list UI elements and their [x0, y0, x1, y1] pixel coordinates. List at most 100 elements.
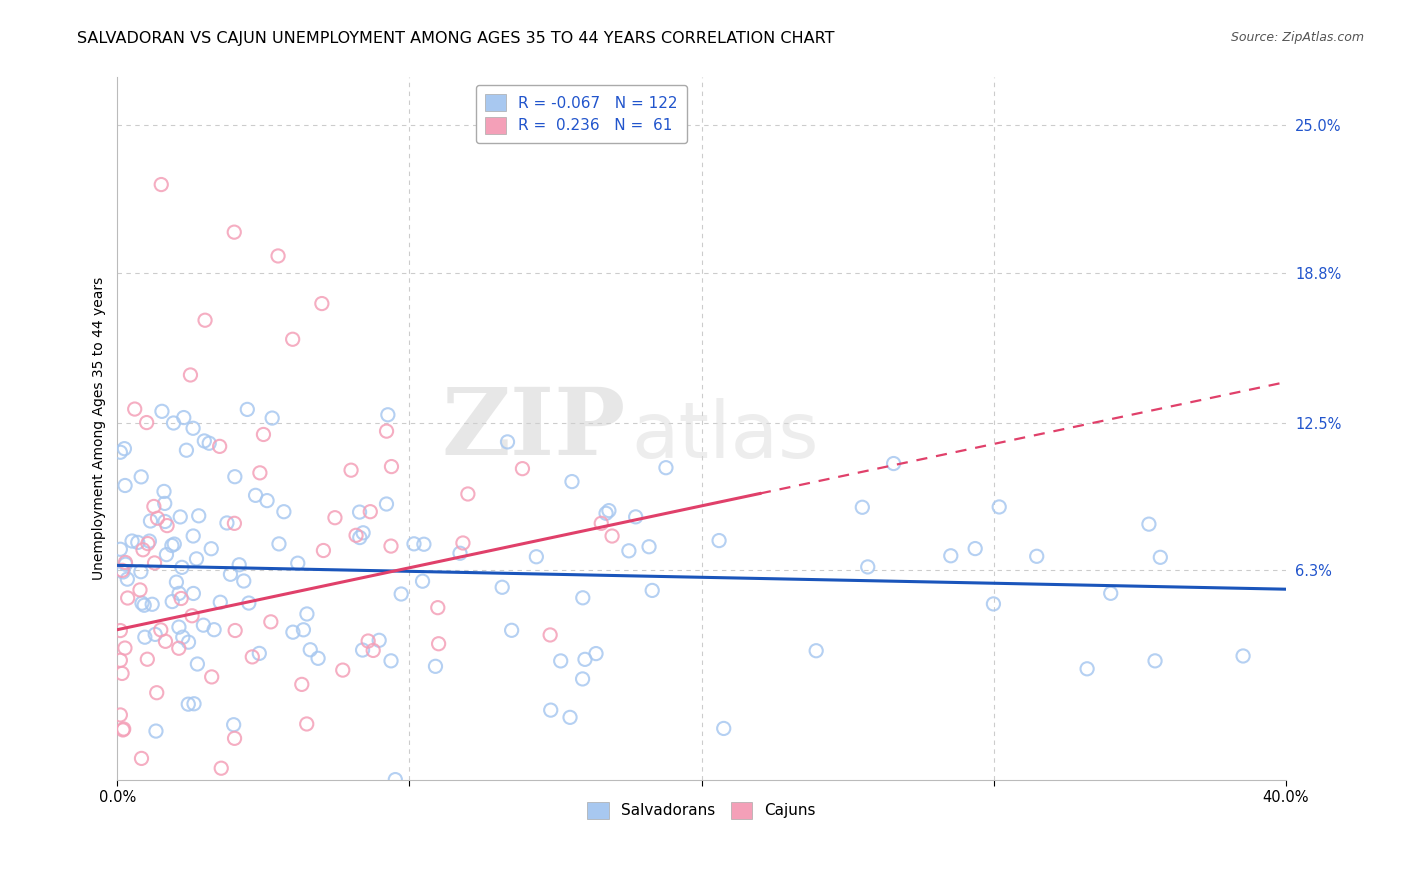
Point: [988, 500, 1011, 514]
Point: [187, 508, 209, 523]
Point: [198, 436, 221, 450]
Point: [208, 439, 231, 453]
Point: [219, 567, 242, 582]
Point: [598, 503, 620, 517]
Point: [132, 542, 155, 557]
Point: [402, 537, 425, 551]
Point: [193, 434, 215, 448]
Point: [224, 469, 246, 483]
Point: [245, 488, 267, 502]
Point: [359, 505, 381, 519]
Point: [202, 623, 225, 637]
Point: [361, 643, 384, 657]
Point: [540, 703, 562, 717]
Point: [134, 630, 156, 644]
Point: [550, 654, 572, 668]
Point: [224, 624, 246, 638]
Point: [114, 556, 136, 570]
Point: [292, 623, 315, 637]
Point: [146, 511, 169, 525]
Point: [224, 731, 246, 746]
Point: [595, 506, 617, 520]
Point: [181, 608, 204, 623]
Point: [883, 457, 905, 471]
Point: [170, 560, 193, 574]
Point: [127, 535, 149, 549]
Point: [167, 620, 190, 634]
Point: [349, 531, 371, 545]
Point: [110, 708, 132, 723]
Point: [804, 644, 827, 658]
Point: [110, 542, 132, 557]
Point: [983, 597, 1005, 611]
Point: [412, 574, 434, 589]
Point: [252, 427, 274, 442]
Point: [1099, 586, 1122, 600]
Point: [232, 574, 254, 588]
Point: [121, 534, 143, 549]
Point: [172, 630, 194, 644]
Point: [110, 624, 132, 638]
Point: [856, 560, 879, 574]
Point: [512, 461, 534, 475]
Text: atlas: atlas: [631, 398, 818, 474]
Point: [156, 518, 179, 533]
Point: [352, 643, 374, 657]
Point: [143, 627, 166, 641]
Point: [538, 628, 561, 642]
Point: [129, 470, 152, 484]
Point: [200, 541, 222, 556]
Point: [181, 421, 204, 435]
Point: [558, 710, 581, 724]
Point: [380, 654, 402, 668]
Point: [193, 618, 215, 632]
Point: [236, 402, 259, 417]
Point: [111, 565, 134, 579]
Point: [141, 597, 163, 611]
Point: [624, 509, 647, 524]
Point: [163, 537, 186, 551]
Point: [139, 514, 162, 528]
Point: [1137, 517, 1160, 532]
Point: [307, 651, 329, 665]
Point: [228, 558, 250, 572]
Point: [352, 525, 374, 540]
Point: [585, 647, 607, 661]
Point: [177, 635, 200, 649]
Text: Source: ZipAtlas.com: Source: ZipAtlas.com: [1230, 31, 1364, 45]
Point: [111, 666, 134, 681]
Point: [256, 493, 278, 508]
Point: [1144, 654, 1167, 668]
Point: [457, 487, 479, 501]
Point: [160, 539, 183, 553]
Point: [186, 657, 208, 671]
Point: [323, 510, 346, 524]
Point: [136, 536, 159, 550]
Point: [143, 556, 166, 570]
Point: [114, 641, 136, 656]
Point: [110, 445, 132, 459]
Point: [209, 595, 232, 609]
Point: [412, 537, 434, 551]
Point: [135, 416, 157, 430]
Point: [167, 641, 190, 656]
Point: [425, 659, 447, 673]
Point: [112, 442, 135, 456]
Point: [312, 543, 335, 558]
Point: [524, 549, 547, 564]
Point: [295, 717, 318, 731]
Point: [240, 649, 263, 664]
Point: [114, 478, 136, 492]
Point: [183, 586, 205, 600]
Point: [311, 296, 333, 310]
Point: [149, 623, 172, 637]
Point: [224, 516, 246, 531]
Point: [145, 724, 167, 739]
Point: [267, 537, 290, 551]
Point: [267, 249, 290, 263]
Point: [344, 528, 367, 542]
Point: [183, 697, 205, 711]
Point: [491, 580, 513, 594]
Point: [713, 722, 735, 736]
Point: [129, 582, 152, 597]
